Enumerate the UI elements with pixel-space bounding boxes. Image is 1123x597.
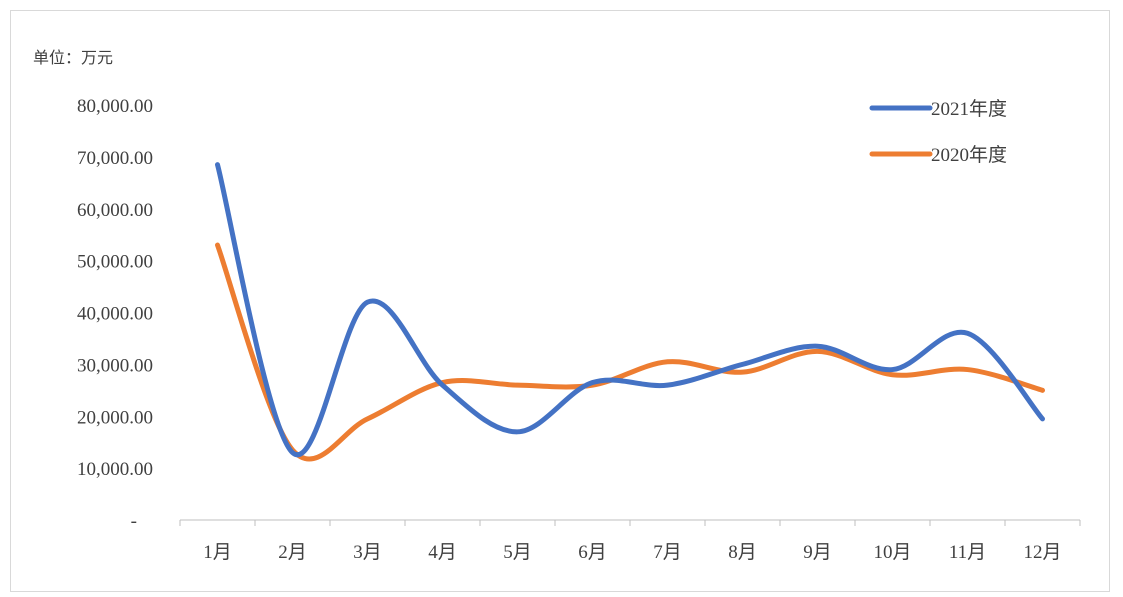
x-tick-label: 8月	[728, 542, 757, 563]
y-tick-label: 40,000.00	[77, 304, 153, 325]
series-line-2020	[215, 242, 1045, 462]
unit-label: 单位：万元	[33, 48, 113, 67]
x-tick-label: 10月	[873, 542, 911, 563]
x-tick-label: 11月	[949, 542, 986, 563]
x-tick-label: 4月	[428, 542, 457, 563]
x-axis: 1月 2月 3月 4月 5月 6月 7月 8月 9月 10月 11月 12月	[179, 519, 1081, 563]
legend: 2021年度 2020年度	[869, 98, 1007, 166]
y-axis: - 10,000.00 20,000.00 30,000.00 40,000.00 50,…	[77, 96, 153, 532]
x-tick-label: 6月	[578, 542, 607, 563]
series-line-2021	[215, 162, 1045, 458]
legend-label: 2021年度	[931, 98, 1007, 120]
y-tick-label: 70,000.00	[77, 148, 153, 169]
y-tick-label: 10,000.00	[77, 459, 153, 480]
y-tick-label: 30,000.00	[77, 355, 153, 376]
y-tick-label: 80,000.00	[77, 96, 153, 117]
series-group	[215, 162, 1045, 462]
x-tick-label: 5月	[503, 542, 532, 563]
y-tick-label: -	[131, 511, 137, 532]
legend-label: 2020年度	[931, 144, 1007, 166]
x-tick-label: 12月	[1023, 542, 1061, 563]
y-tick-label: 20,000.00	[77, 407, 153, 428]
x-tick-label: 1月	[203, 542, 232, 563]
x-tick-label: 3月	[353, 542, 382, 563]
y-tick-label: 50,000.00	[77, 252, 153, 273]
x-tick-label: 7月	[653, 542, 682, 563]
x-tick-label: 9月	[803, 542, 832, 563]
x-tick-label: 2月	[278, 542, 307, 563]
y-tick-label: 60,000.00	[77, 200, 153, 221]
